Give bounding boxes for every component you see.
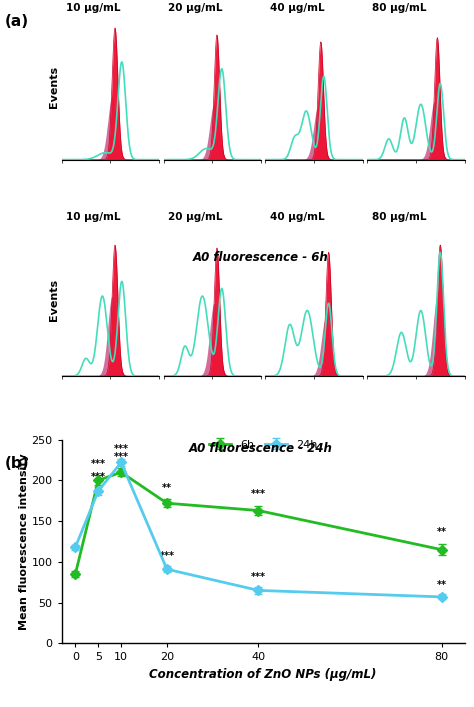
- Text: 20 μg/mL: 20 μg/mL: [168, 4, 223, 13]
- Text: 10 μg/mL: 10 μg/mL: [66, 4, 121, 13]
- Y-axis label: Events: Events: [49, 279, 59, 321]
- Text: ***: ***: [91, 459, 106, 469]
- Text: (b): (b): [5, 456, 29, 471]
- Text: 80 μg/mL: 80 μg/mL: [372, 213, 427, 223]
- Text: 20 μg/mL: 20 μg/mL: [168, 213, 223, 223]
- Y-axis label: Events: Events: [49, 66, 59, 108]
- Text: (a): (a): [5, 14, 29, 29]
- Text: ***: ***: [114, 444, 128, 455]
- Text: **: **: [437, 527, 447, 537]
- Text: ***: ***: [251, 572, 266, 583]
- Text: 40 μg/mL: 40 μg/mL: [270, 213, 325, 223]
- Legend: 6h, 24h: 6h, 24h: [204, 435, 322, 454]
- Text: A0 fluorescence - 24h: A0 fluorescence - 24h: [189, 442, 333, 455]
- Text: ***: ***: [91, 472, 106, 482]
- X-axis label: Concentration of ZnO NPs (μg/mL): Concentration of ZnO NPs (μg/mL): [149, 668, 377, 681]
- Text: 40 μg/mL: 40 μg/mL: [270, 4, 325, 13]
- Text: 10 μg/mL: 10 μg/mL: [66, 213, 121, 223]
- Text: ***: ***: [114, 452, 128, 462]
- Text: **: **: [437, 580, 447, 590]
- Text: 80 μg/mL: 80 μg/mL: [372, 4, 427, 13]
- Text: ***: ***: [159, 551, 174, 561]
- Y-axis label: Mean fluorescence intensity: Mean fluorescence intensity: [18, 453, 29, 630]
- Text: **: **: [162, 483, 172, 493]
- Text: ***: ***: [251, 489, 266, 499]
- Text: A0 fluorescence - 6h: A0 fluorescence - 6h: [193, 251, 328, 264]
